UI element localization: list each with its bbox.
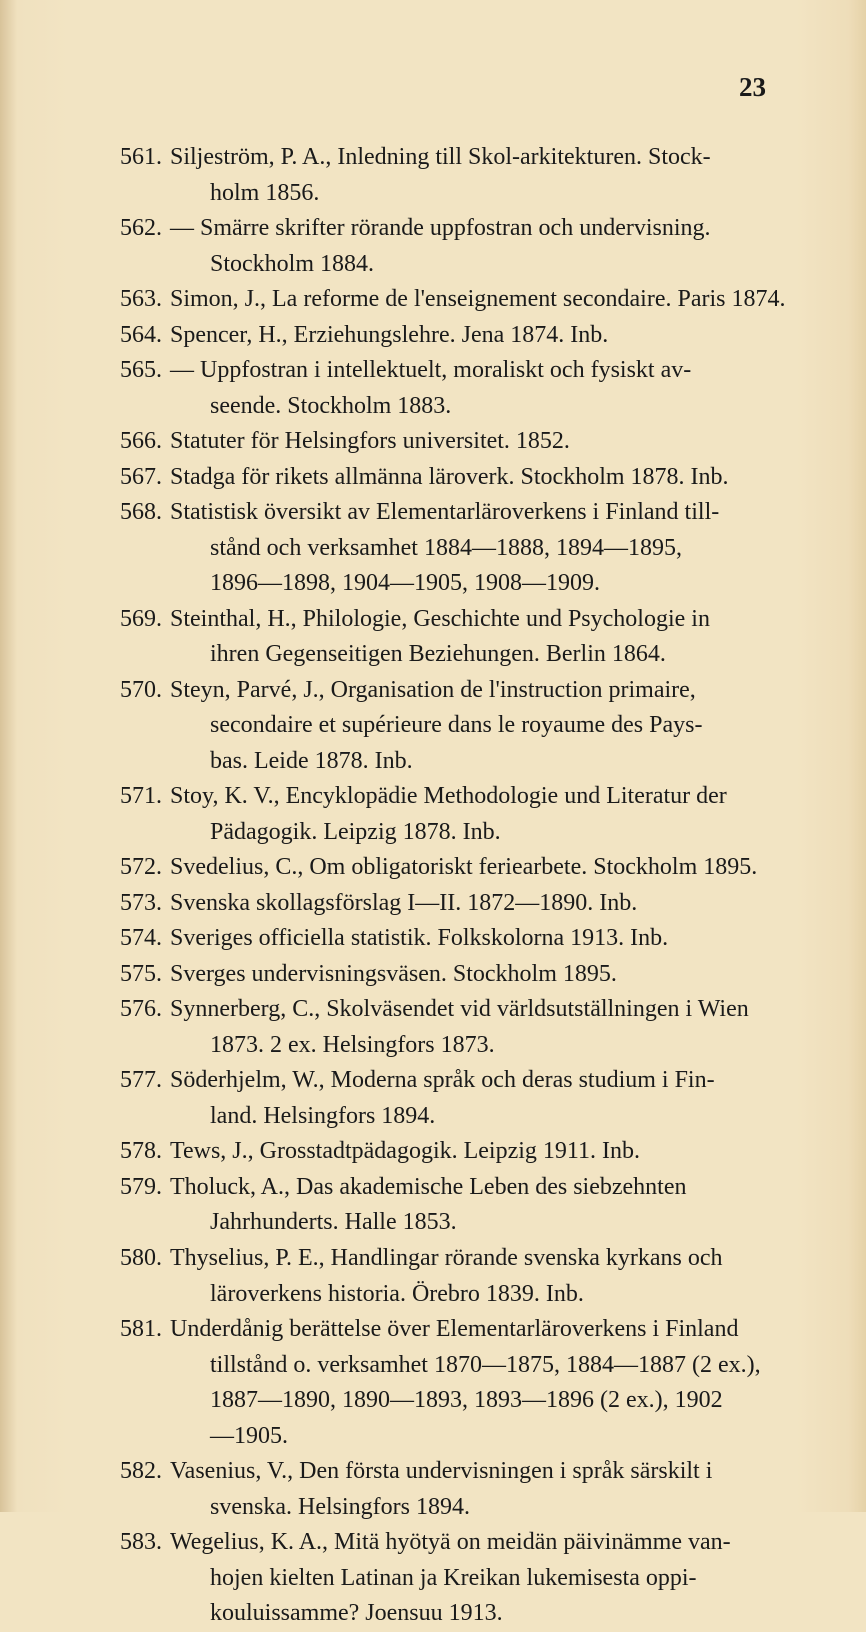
entry-text: Svedelius, C., Om obligatoriskt feriearb…	[170, 850, 786, 886]
bibliography-entry: 568.Statistisk översikt av Elementarläro…	[100, 495, 786, 531]
entry-number: 572.	[100, 850, 170, 886]
entry-continuation: 1896—1898, 1904—1905, 1908—1909.	[100, 566, 786, 602]
entry-text: Stoy, K. V., Encyklopädie Methodologie u…	[170, 779, 786, 815]
bibliography-entry: 570.Steyn, Parvé, J., Organisation de l'…	[100, 673, 786, 709]
entry-text: — Uppfostran i intellektuelt, moraliskt …	[170, 353, 786, 389]
entry-continuation: svenska. Helsingfors 1894.	[100, 1490, 786, 1526]
entry-number: 569.	[100, 602, 170, 638]
entry-text: Statuter för Helsingfors universitet. 18…	[170, 424, 786, 460]
entry-continuation: stånd och verksamhet 1884—1888, 1894—189…	[100, 531, 786, 567]
entry-text: Underdånig berättelse över Elementarläro…	[170, 1312, 786, 1348]
entry-text: Tholuck, A., Das akademische Leben des s…	[170, 1170, 786, 1206]
entry-number: 565.	[100, 353, 170, 389]
entry-text: Svenska skollagsförslag I—II. 1872—1890.…	[170, 886, 786, 922]
entry-text: Tews, J., Grosstadtpädagogik. Leipzig 19…	[170, 1134, 786, 1170]
entry-text: Statistisk översikt av Elementarläroverk…	[170, 495, 786, 531]
entry-continuation: kouluissamme? Joensuu 1913.	[100, 1596, 786, 1632]
bibliography-entry: 575.Sverges undervisningsväsen. Stockhol…	[100, 957, 786, 993]
entry-continuation: ihren Gegenseitigen Beziehungen. Berlin …	[100, 637, 786, 673]
entry-text: Steyn, Parvé, J., Organisation de l'inst…	[170, 673, 786, 709]
entry-number: 577.	[100, 1063, 170, 1099]
entry-number: 581.	[100, 1312, 170, 1348]
entry-continuation: land. Helsingfors 1894.	[100, 1099, 786, 1135]
entry-number: 567.	[100, 460, 170, 496]
entry-continuation: holm 1856.	[100, 176, 786, 212]
bibliography-entry: 576.Synnerberg, C., Skolväsendet vid vär…	[100, 992, 786, 1028]
entry-number: 578.	[100, 1134, 170, 1170]
entry-number: 583.	[100, 1525, 170, 1561]
entry-number: 563.	[100, 282, 170, 318]
bibliography-list: 561.Siljeström, P. A., Inledning till Sk…	[100, 140, 786, 1632]
entry-number: 564.	[100, 318, 170, 354]
entry-text: Sveriges officiella statistik. Folkskolo…	[170, 921, 786, 957]
bibliography-entry: 562.— Smärre skrifter rörande uppfostran…	[100, 211, 786, 247]
bibliography-entry: 577.Söderhjelm, W., Moderna språk och de…	[100, 1063, 786, 1099]
entry-continuation: bas. Leide 1878. Inb.	[100, 744, 786, 780]
entry-continuation: 1873. 2 ex. Helsingfors 1873.	[100, 1028, 786, 1064]
entry-continuation: secondaire et supérieure dans le royaume…	[100, 708, 786, 744]
bibliography-entry: 574.Sveriges officiella statistik. Folks…	[100, 921, 786, 957]
entry-text: Sverges undervisningsväsen. Stockholm 18…	[170, 957, 786, 993]
bibliography-entry: 571.Stoy, K. V., Encyklopädie Methodolog…	[100, 779, 786, 815]
bibliography-entry: 581.Underdånig berättelse över Elementar…	[100, 1312, 786, 1348]
entry-continuation: 1887—1890, 1890—1893, 1893—1896 (2 ex.),…	[100, 1383, 786, 1419]
entry-number: 561.	[100, 140, 170, 176]
entry-text: Steinthal, H., Philologie, Geschichte un…	[170, 602, 786, 638]
entry-number: 582.	[100, 1454, 170, 1490]
entry-text: Söderhjelm, W., Moderna språk och deras …	[170, 1063, 786, 1099]
bibliography-entry: 580.Thyselius, P. E., Handlingar rörande…	[100, 1241, 786, 1277]
entry-number: 571.	[100, 779, 170, 815]
entry-number: 579.	[100, 1170, 170, 1206]
entry-number: 575.	[100, 957, 170, 993]
bibliography-entry: 567.Stadga för rikets allmänna läroverk.…	[100, 460, 786, 496]
entry-text: Thyselius, P. E., Handlingar rörande sve…	[170, 1241, 786, 1277]
entry-number: 566.	[100, 424, 170, 460]
bibliography-entry: 572.Svedelius, C., Om obligatoriskt feri…	[100, 850, 786, 886]
bibliography-entry: 582.Vasenius, V., Den första undervisnin…	[100, 1454, 786, 1490]
entry-text: Vasenius, V., Den första undervisningen …	[170, 1454, 786, 1490]
bibliography-entry: 566.Statuter för Helsingfors universitet…	[100, 424, 786, 460]
entry-continuation: —1905.	[100, 1419, 786, 1455]
bibliography-entry: 565.— Uppfostran i intellektuelt, morali…	[100, 353, 786, 389]
entry-continuation: tillstånd o. verksamhet 1870—1875, 1884—…	[100, 1348, 786, 1384]
entry-number: 568.	[100, 495, 170, 531]
entry-text: Siljeström, P. A., Inledning till Skol-a…	[170, 140, 786, 176]
document-page: 23 561.Siljeström, P. A., Inledning till…	[0, 0, 866, 1512]
entry-number: 576.	[100, 992, 170, 1028]
entry-text: Simon, J., La reforme de l'enseignement …	[170, 282, 786, 318]
entry-text: — Smärre skrifter rörande uppfostran och…	[170, 211, 786, 247]
entry-continuation: Jahrhunderts. Halle 1853.	[100, 1205, 786, 1241]
bibliography-entry: 578.Tews, J., Grosstadtpädagogik. Leipzi…	[100, 1134, 786, 1170]
entry-text: Stadga för rikets allmänna läroverk. Sto…	[170, 460, 786, 496]
entry-text: Synnerberg, C., Skolväsendet vid världsu…	[170, 992, 786, 1028]
entry-number: 570.	[100, 673, 170, 709]
entry-continuation: hojen kielten Latinan ja Kreikan lukemis…	[100, 1561, 786, 1597]
bibliography-entry: 583.Wegelius, K. A., Mitä hyötyä on meid…	[100, 1525, 786, 1561]
bibliography-entry: 561.Siljeström, P. A., Inledning till Sk…	[100, 140, 786, 176]
entry-continuation: seende. Stockholm 1883.	[100, 389, 786, 425]
entry-number: 580.	[100, 1241, 170, 1277]
bibliography-entry: 563.Simon, J., La reforme de l'enseignem…	[100, 282, 786, 318]
page-number: 23	[739, 72, 766, 103]
entry-text: Wegelius, K. A., Mitä hyötyä on meidän p…	[170, 1525, 786, 1561]
entry-number: 562.	[100, 211, 170, 247]
bibliography-entry: 579.Tholuck, A., Das akademische Leben d…	[100, 1170, 786, 1206]
entry-continuation: läroverkens historia. Örebro 1839. Inb.	[100, 1277, 786, 1313]
bibliography-entry: 569.Steinthal, H., Philologie, Geschicht…	[100, 602, 786, 638]
entry-continuation: Pädagogik. Leipzig 1878. Inb.	[100, 815, 786, 851]
entry-number: 574.	[100, 921, 170, 957]
entry-text: Spencer, H., Erziehungslehre. Jena 1874.…	[170, 318, 786, 354]
entry-continuation: Stockholm 1884.	[100, 247, 786, 283]
entry-number: 573.	[100, 886, 170, 922]
bibliography-entry: 564.Spencer, H., Erziehungslehre. Jena 1…	[100, 318, 786, 354]
bibliography-entry: 573.Svenska skollagsförslag I—II. 1872—1…	[100, 886, 786, 922]
